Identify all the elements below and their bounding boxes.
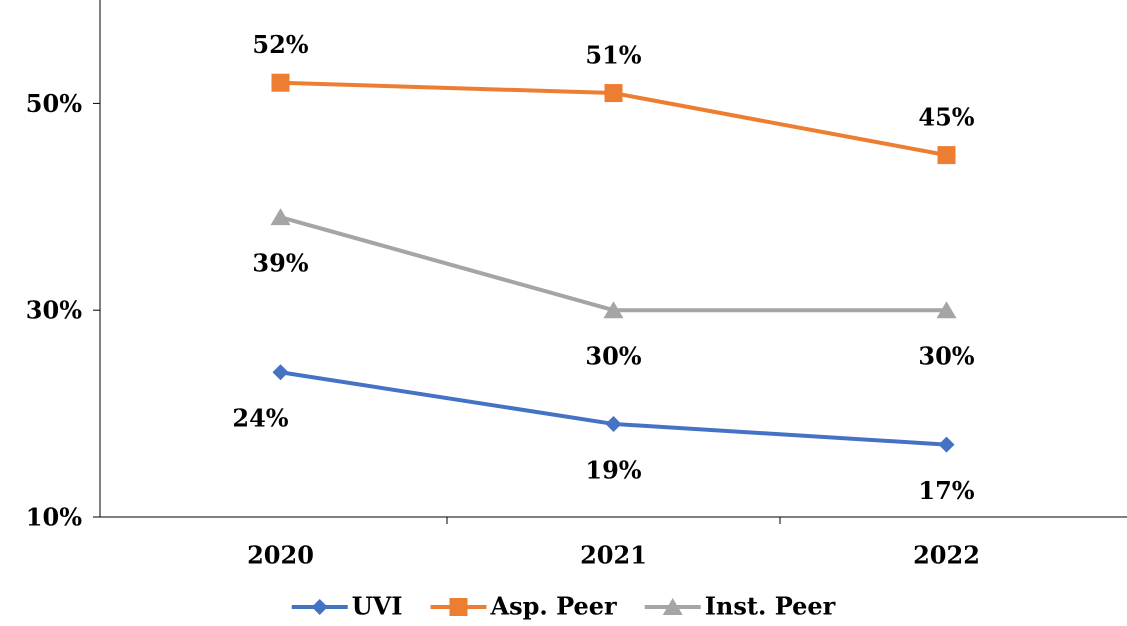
legend-marker bbox=[449, 598, 468, 616]
data-label: 17% bbox=[918, 476, 974, 505]
x-tick-label: 2020 bbox=[247, 541, 314, 570]
data-point bbox=[604, 84, 623, 103]
data-label: 51% bbox=[585, 41, 641, 70]
data-point bbox=[938, 436, 955, 453]
data-point bbox=[605, 415, 622, 432]
x-tick-label: 2022 bbox=[913, 541, 980, 570]
legend-marker bbox=[311, 599, 328, 615]
data-label: 24% bbox=[232, 404, 288, 433]
data-point bbox=[937, 146, 956, 165]
y-tick-label: 10% bbox=[26, 503, 82, 532]
series-line bbox=[280, 370, 947, 447]
data-point bbox=[271, 73, 290, 92]
data-point bbox=[936, 301, 957, 319]
legend-label: Inst. Peer bbox=[705, 592, 836, 621]
series-line bbox=[279, 215, 947, 313]
legend-label: UVI bbox=[352, 592, 403, 621]
y-tick-label: 50% bbox=[26, 89, 82, 118]
data-label: 30% bbox=[918, 342, 974, 371]
data-label: 52% bbox=[252, 30, 308, 59]
data-label: 19% bbox=[585, 455, 641, 484]
data-point bbox=[272, 364, 289, 381]
data-label: 30% bbox=[585, 342, 641, 371]
data-label: 45% bbox=[918, 103, 974, 132]
data-point bbox=[270, 208, 291, 226]
legend-label: Asp. Peer bbox=[489, 592, 617, 621]
y-tick-label: 30% bbox=[26, 296, 82, 325]
data-label: 39% bbox=[252, 249, 308, 278]
data-point bbox=[603, 301, 624, 319]
legend-marker bbox=[662, 598, 683, 615]
x-tick-label: 2021 bbox=[580, 541, 647, 570]
